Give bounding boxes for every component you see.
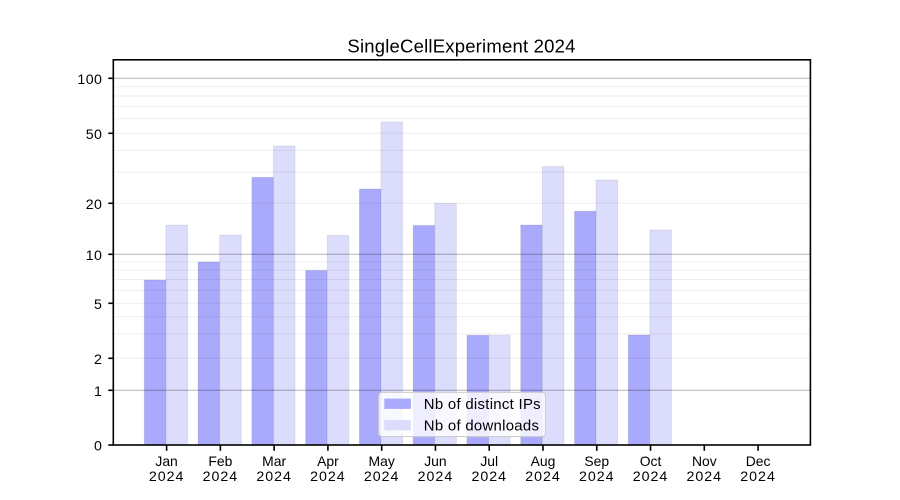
svg-text:2024: 2024 [687, 469, 723, 485]
svg-text:2: 2 [94, 352, 102, 368]
svg-text:Apr: Apr [317, 453, 339, 469]
svg-text:2024: 2024 [310, 469, 346, 485]
svg-text:May: May [369, 453, 395, 469]
svg-text:Feb: Feb [208, 453, 232, 469]
svg-text:Oct: Oct [640, 453, 662, 469]
svg-text:2024: 2024 [149, 469, 185, 485]
svg-text:SingleCellExperiment 2024: SingleCellExperiment 2024 [347, 35, 575, 56]
svg-text:1: 1 [94, 384, 102, 400]
svg-text:2024: 2024 [579, 469, 615, 485]
svg-text:100: 100 [77, 72, 102, 88]
svg-text:2024: 2024 [471, 469, 507, 485]
svg-text:2024: 2024 [203, 469, 239, 485]
svg-text:Mar: Mar [262, 453, 286, 469]
svg-text:Nb of downloads: Nb of downloads [424, 418, 539, 434]
svg-text:2024: 2024 [740, 469, 776, 485]
svg-text:2024: 2024 [525, 469, 561, 485]
svg-text:10: 10 [86, 248, 103, 264]
svg-text:0: 0 [94, 439, 102, 455]
svg-text:2024: 2024 [256, 469, 292, 485]
svg-text:Dec: Dec [746, 453, 771, 469]
svg-text:Jan: Jan [155, 453, 177, 469]
svg-text:Nb of distinct IPs: Nb of distinct IPs [424, 397, 541, 413]
svg-text:Sep: Sep [584, 453, 609, 469]
svg-text:Jun: Jun [424, 453, 446, 469]
svg-text:2024: 2024 [364, 469, 400, 485]
svg-text:2024: 2024 [633, 469, 669, 485]
svg-text:Nov: Nov [692, 453, 717, 469]
svg-text:2024: 2024 [418, 469, 454, 485]
svg-text:20: 20 [86, 197, 103, 213]
svg-text:50: 50 [86, 127, 103, 143]
svg-text:Aug: Aug [531, 453, 556, 469]
svg-text:5: 5 [94, 297, 102, 313]
svg-text:Jul: Jul [480, 453, 498, 469]
